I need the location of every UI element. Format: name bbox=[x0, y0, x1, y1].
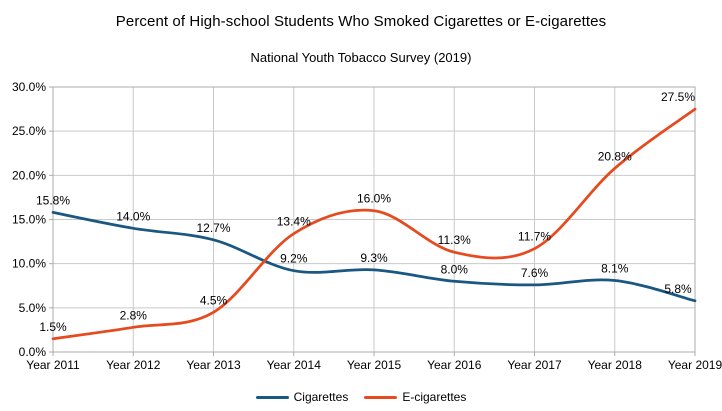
y-axis-tick-label: 5.0% bbox=[19, 301, 47, 315]
data-label: 12.7% bbox=[196, 221, 230, 235]
legend-item-cigarettes: Cigarettes bbox=[255, 390, 349, 404]
cigarettes-line-swatch-icon bbox=[255, 395, 289, 399]
x-axis-tick-label: Year 2016 bbox=[427, 358, 482, 372]
data-label: 27.5% bbox=[661, 90, 695, 104]
data-label: 20.8% bbox=[598, 149, 632, 163]
chart-title: Percent of High-school Students Who Smok… bbox=[115, 13, 607, 30]
x-axis-tick-label: Year 2018 bbox=[588, 358, 643, 372]
legend-item-e-cigarettes: E-cigarettes bbox=[364, 391, 466, 403]
data-label: 11.3% bbox=[438, 233, 471, 247]
e-cigarettes-line-swatch-icon bbox=[364, 395, 398, 399]
legend-label-cigarettes: Cigarettes bbox=[293, 390, 349, 404]
data-label: 2.8% bbox=[120, 308, 148, 322]
data-label: 8.0% bbox=[441, 262, 469, 276]
data-label: 16.0% bbox=[357, 192, 391, 206]
cigarettes-line bbox=[51, 211, 697, 303]
y-axis-tick-label: 10.0% bbox=[12, 257, 46, 271]
data-label: 4.5% bbox=[200, 293, 228, 307]
data-label: 15.8% bbox=[36, 193, 70, 207]
x-axis-tick-label: Year 2017 bbox=[507, 358, 562, 372]
data-label: 5.8% bbox=[664, 282, 692, 296]
x-axis-tick-label: Year 2011 bbox=[26, 358, 80, 372]
data-label: 9.3% bbox=[360, 251, 388, 265]
x-axis-tick-label: Year 2019 bbox=[668, 358, 722, 372]
y-axis-tick-label: 0.0% bbox=[19, 345, 47, 359]
y-axis-tick-label: 25.0% bbox=[12, 124, 46, 138]
data-label: 1.5% bbox=[39, 320, 67, 334]
legend-label-e-cigarettes: E-cigarettes bbox=[402, 390, 467, 404]
data-label: 8.1% bbox=[601, 261, 629, 275]
y-axis-tick-label: 30.0% bbox=[12, 80, 46, 94]
data-label: 14.0% bbox=[116, 209, 150, 223]
y-axis-tick-label: 15.0% bbox=[12, 213, 46, 227]
x-axis-tick-label: Year 2013 bbox=[186, 358, 241, 372]
legend: Cigarettes E-cigarettes bbox=[0, 388, 722, 406]
y-axis-tick-label: 20.0% bbox=[12, 168, 46, 182]
data-label: 7.6% bbox=[521, 266, 549, 280]
x-axis-tick-label: Year 2014 bbox=[267, 358, 322, 372]
x-axis-tick-label: Year 2012 bbox=[106, 358, 161, 372]
x-axis-tick-label: Year 2015 bbox=[347, 358, 402, 372]
chart-subtitle: National Youth Tobacco Survey (2019) bbox=[250, 50, 472, 65]
plot-border bbox=[52, 86, 696, 353]
e-cigarettes-line bbox=[51, 107, 697, 341]
data-label: 13.4% bbox=[277, 215, 311, 229]
data-label: 9.2% bbox=[280, 252, 308, 266]
data-label: 11.7% bbox=[518, 230, 551, 244]
